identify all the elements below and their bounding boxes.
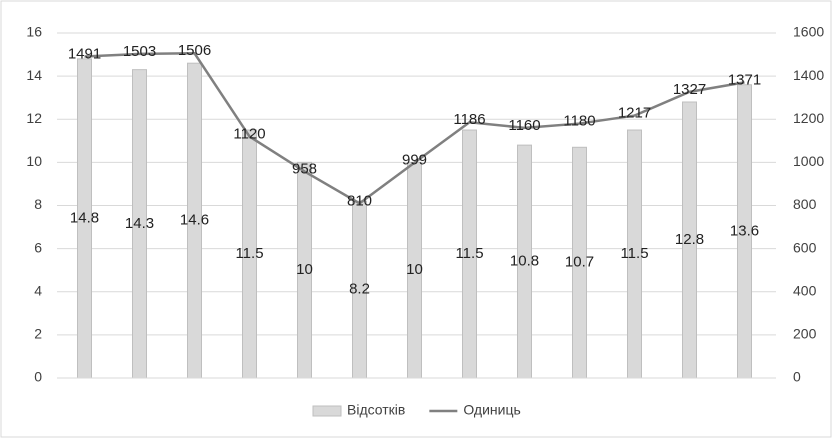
y2-tick-label: 1400	[793, 67, 824, 83]
line-value-label: 958	[292, 160, 317, 177]
line-value-label: 1371	[728, 71, 761, 88]
bar-value-label: 10.8	[510, 253, 539, 270]
bar-value-label: 10	[296, 261, 313, 278]
y2-tick-label: 0	[793, 369, 801, 385]
line-value-label: 1327	[673, 81, 706, 98]
y-tick-label: 6	[34, 239, 42, 255]
y2-tick-label: 1600	[793, 24, 824, 40]
bar-value-label: 10.7	[565, 254, 594, 271]
line-value-label: 1217	[618, 105, 651, 122]
bar-value-label: 11.5	[455, 245, 483, 262]
y-tick-label: 12	[26, 110, 42, 126]
y-tick-label: 14	[26, 67, 42, 83]
line-value-label: 810	[347, 192, 372, 209]
line-value-label: 1186	[453, 111, 485, 128]
bar-value-label: 8.2	[349, 281, 370, 298]
bar-value-label: 14.8	[70, 209, 99, 226]
line-value-label: 1503	[123, 43, 156, 60]
legend-label: Відсотків	[347, 402, 405, 418]
y2-tick-label: 400	[793, 282, 817, 298]
y-tick-label: 8	[34, 196, 42, 212]
line-value-label: 1491	[68, 45, 101, 62]
bar-value-label: 11.5	[235, 245, 263, 262]
line-value-label: 999	[402, 152, 427, 169]
legend-label: Одиниць	[463, 402, 520, 418]
legend-swatch	[312, 405, 342, 417]
y-tick-label: 4	[34, 282, 42, 298]
y2-tick-label: 600	[793, 239, 817, 255]
y2-tick-label: 200	[793, 326, 817, 342]
y2-tick-label: 800	[793, 196, 817, 212]
bar-value-label: 13.6	[730, 222, 759, 239]
bar-value-label: 10	[406, 261, 423, 278]
y2-tick-label: 1200	[793, 110, 824, 126]
y2-tick-label: 1000	[793, 153, 824, 169]
y-tick-label: 2	[34, 326, 42, 342]
bar-value-label: 12.8	[675, 231, 704, 248]
line	[84, 52, 745, 205]
line-value-label: 1160	[508, 117, 540, 134]
line-value-label: 1506	[178, 42, 211, 59]
y-tick-label: 0	[34, 369, 42, 385]
line-value-label: 1180	[563, 113, 595, 130]
bar-value-label: 11.5	[620, 245, 648, 262]
line-value-label: 1120	[233, 125, 265, 142]
bar-value-label: 14.3	[125, 215, 154, 232]
y-tick-label: 10	[26, 153, 42, 169]
bar-value-label: 14.6	[180, 212, 209, 229]
y-tick-label: 16	[26, 24, 42, 40]
